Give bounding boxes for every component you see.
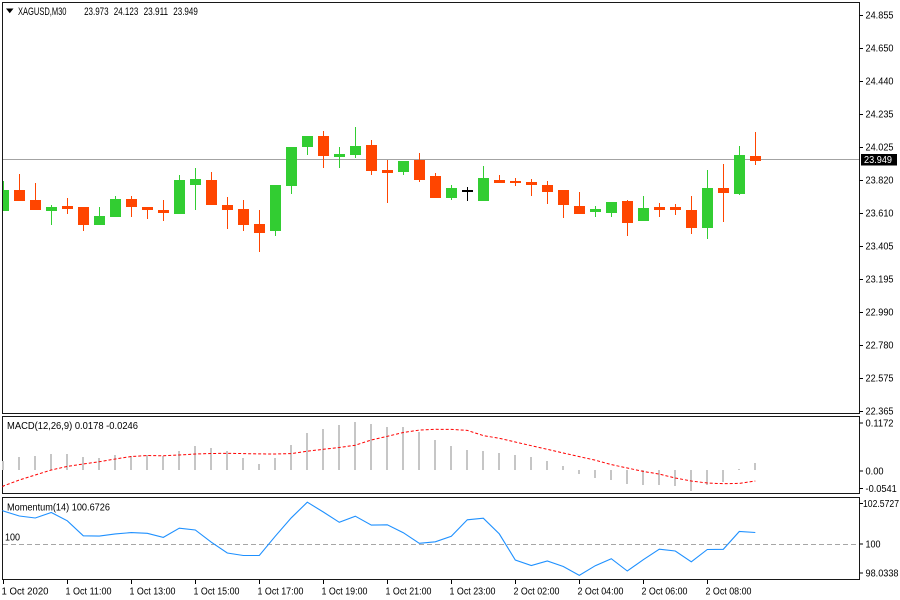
svg-text:24.025: 24.025 <box>866 143 894 154</box>
svg-text:102.5727: 102.5727 <box>863 499 899 510</box>
svg-text:1 Oct 15:00: 1 Oct 15:00 <box>194 587 240 598</box>
svg-text:22.990: 22.990 <box>866 308 894 319</box>
svg-text:22.780: 22.780 <box>866 341 894 352</box>
svg-text:1 Oct 11:00: 1 Oct 11:00 <box>66 587 112 598</box>
svg-text:23.949: 23.949 <box>173 6 198 18</box>
svg-text:22.365: 22.365 <box>866 407 894 418</box>
svg-text:24.440: 24.440 <box>866 77 894 88</box>
svg-text:23.195: 23.195 <box>866 275 894 286</box>
svg-text:23.949: 23.949 <box>864 155 892 166</box>
svg-text:0.00: 0.00 <box>866 467 884 478</box>
svg-text:1 Oct 13:00: 1 Oct 13:00 <box>130 587 176 598</box>
svg-text:1 Oct 19:00: 1 Oct 19:00 <box>322 587 368 598</box>
svg-text:23.973: 23.973 <box>84 6 109 18</box>
svg-text:23.405: 23.405 <box>866 242 894 253</box>
svg-text:23.820: 23.820 <box>866 176 894 187</box>
svg-text:MACD(12,26,9) 0.0178 -0.0246: MACD(12,26,9) 0.0178 -0.0246 <box>7 421 138 432</box>
svg-text:1 Oct 17:00: 1 Oct 17:00 <box>258 587 304 598</box>
svg-text:24.123: 24.123 <box>114 6 139 18</box>
svg-text:1 Oct 21:00: 1 Oct 21:00 <box>386 587 432 598</box>
svg-text:24.855: 24.855 <box>866 11 894 22</box>
svg-text:2 Oct 08:00: 2 Oct 08:00 <box>706 587 752 598</box>
svg-text:2 Oct 02:00: 2 Oct 02:00 <box>514 587 560 598</box>
svg-text:0.1172: 0.1172 <box>866 419 894 430</box>
svg-text:Momentum(14) 100.6726: Momentum(14) 100.6726 <box>7 503 110 514</box>
svg-text:23.911: 23.911 <box>144 6 169 18</box>
svg-text:23.610: 23.610 <box>866 209 894 220</box>
svg-text:100: 100 <box>866 540 881 551</box>
svg-text:2 Oct 06:00: 2 Oct 06:00 <box>642 587 688 598</box>
svg-text:24.650: 24.650 <box>866 44 894 55</box>
svg-text:98.0338: 98.0338 <box>866 569 899 580</box>
svg-text:1 Oct 2020: 1 Oct 2020 <box>2 587 49 598</box>
svg-text:1 Oct 23:00: 1 Oct 23:00 <box>450 587 496 598</box>
svg-text:2 Oct 04:00: 2 Oct 04:00 <box>578 587 624 598</box>
svg-text:22.575: 22.575 <box>866 374 894 385</box>
svg-text:-0.0541: -0.0541 <box>866 484 898 495</box>
svg-text:24.235: 24.235 <box>866 110 894 121</box>
svg-text:100: 100 <box>5 533 20 544</box>
svg-text:XAGUSD,M30: XAGUSD,M30 <box>18 6 67 18</box>
